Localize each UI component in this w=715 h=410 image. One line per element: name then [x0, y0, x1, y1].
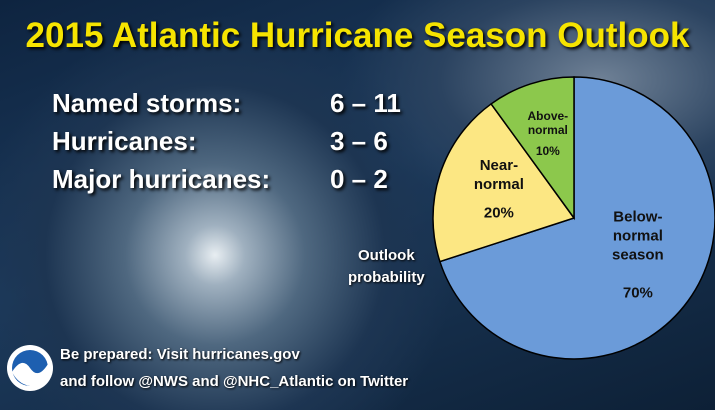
annotation: Outlook probability	[348, 247, 425, 286]
stat-label: Major hurricanes:	[52, 164, 271, 194]
pie-slice	[438, 76, 715, 360]
noaa-logo	[7, 345, 53, 391]
slice-label: Below- normal season	[612, 208, 664, 264]
stat-label: Hurricanes:	[52, 126, 197, 156]
stat-label: Named storms:	[52, 88, 242, 118]
value-label: 70%	[622, 284, 653, 302]
value-label: 10%	[535, 143, 560, 158]
slice-label: Above- normal	[527, 108, 569, 137]
footer-line: Be prepared: Visit hurricanes.gov	[60, 346, 300, 363]
stat-range: 6 – 11	[330, 88, 401, 118]
value-label: 20%	[483, 204, 514, 222]
logo-gull	[12, 362, 48, 387]
pie-slice	[432, 102, 576, 263]
slice-label: Near- normal	[473, 156, 524, 193]
stat-range: 0 – 2	[330, 164, 388, 194]
pie-slice	[490, 76, 575, 221]
stat-range: 3 – 6	[330, 126, 388, 156]
title: 2015 Atlantic Hurricane Season Outlook	[25, 16, 690, 55]
footer-line: and follow @NWS and @NHC_Atlantic on Twi…	[60, 373, 409, 390]
